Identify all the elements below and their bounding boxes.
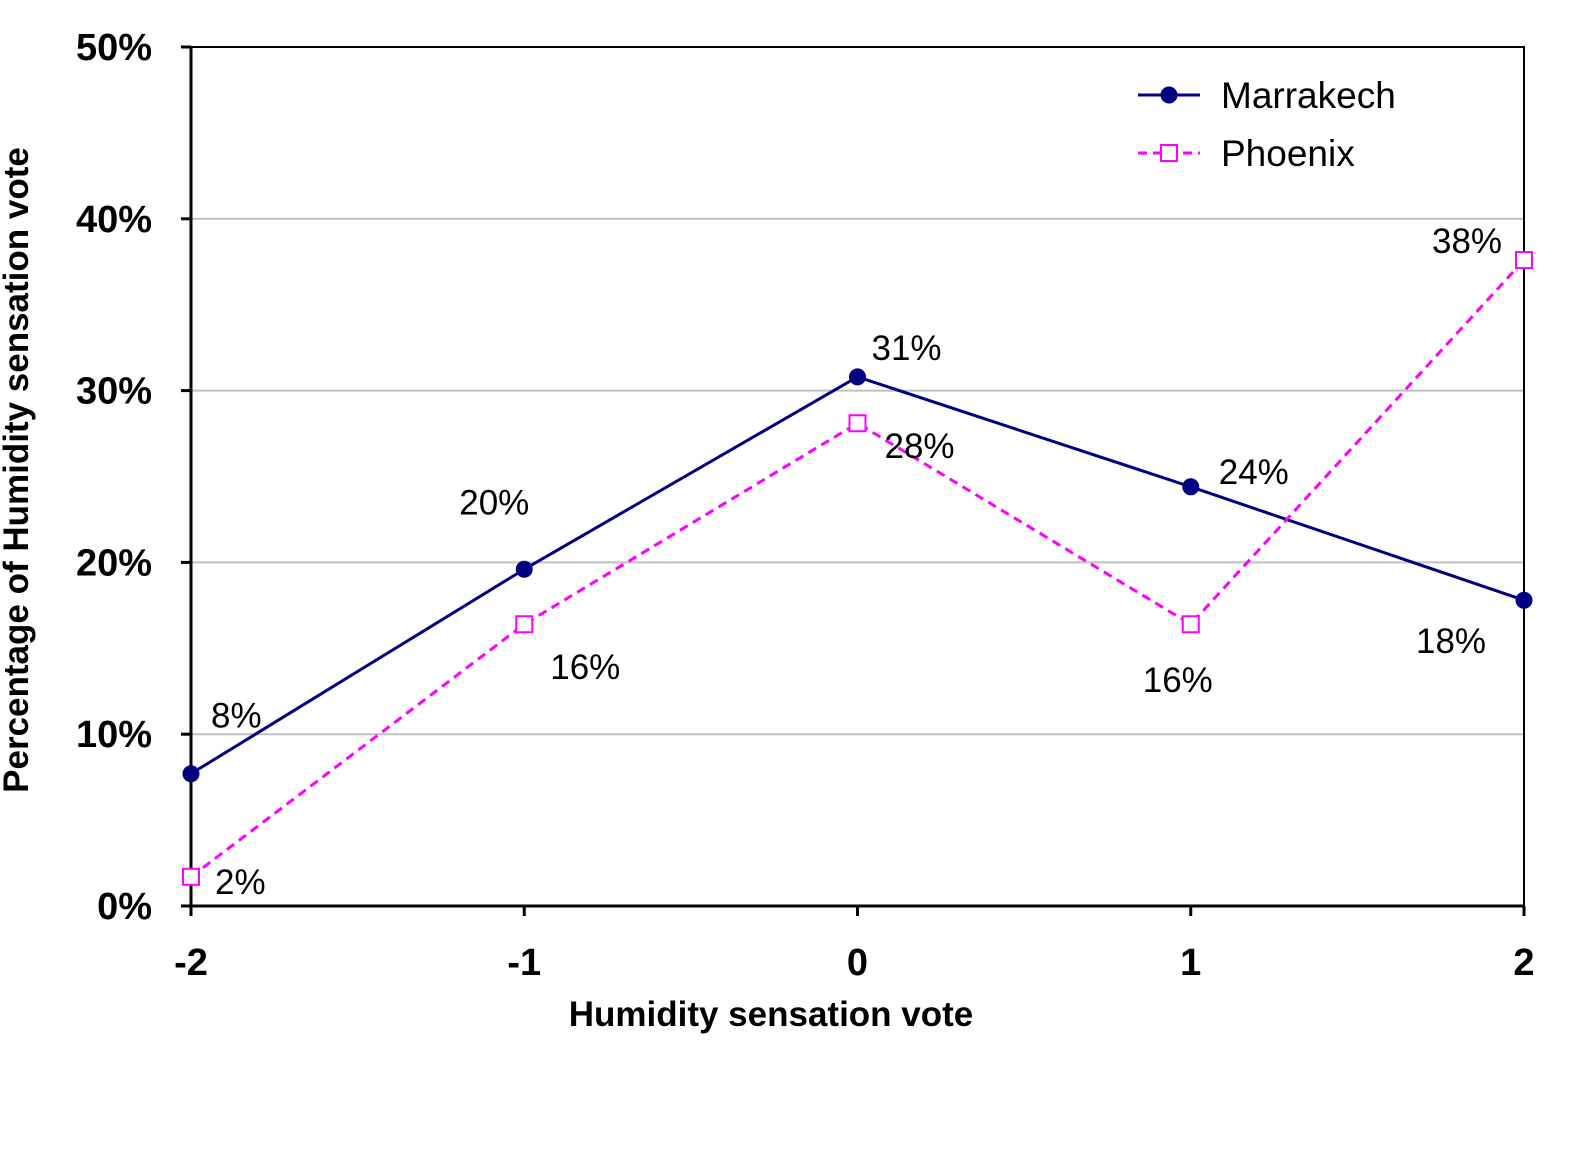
legend-label: Phoenix <box>1221 133 1355 174</box>
data-label: 2% <box>215 863 266 902</box>
legend-label: Marrakech <box>1221 75 1396 116</box>
data-point <box>1181 615 1200 634</box>
series-phoenix <box>182 251 1533 886</box>
data-labels: 8% 20% 31% 24% 18% 2% 16% 28% 16% 38% <box>211 222 1502 902</box>
data-label: 20% <box>459 483 529 522</box>
x-tick-label: -2 <box>174 942 208 984</box>
data-point <box>1160 144 1178 162</box>
series-line <box>190 375 1525 775</box>
y-tick-label: 0% <box>97 886 152 928</box>
series-line <box>190 259 1526 878</box>
data-point <box>1160 86 1178 104</box>
data-label: 16% <box>1143 661 1213 700</box>
data-label: 8% <box>211 697 262 736</box>
data-point <box>515 560 533 578</box>
data-label: 16% <box>550 648 620 687</box>
data-point <box>1515 251 1533 270</box>
data-point <box>182 867 200 886</box>
data-label: 18% <box>1416 622 1486 661</box>
series-lines <box>182 251 1533 886</box>
legend: Marrakech Phoenix <box>1138 75 1396 174</box>
y-tick-label: 10% <box>76 714 152 756</box>
y-tick-label: 50% <box>76 27 152 69</box>
gridlines <box>191 217 1524 736</box>
y-axis-ticks: 0% 10% 20% 30% 40% 50% <box>76 27 191 928</box>
data-label: 31% <box>872 329 942 368</box>
x-axis-title: Humidity sensation vote <box>569 995 974 1034</box>
data-point <box>1515 591 1533 609</box>
x-tick-label: 2 <box>1513 942 1534 984</box>
data-label: 28% <box>885 427 955 466</box>
data-point <box>1182 478 1200 496</box>
data-label: 38% <box>1432 222 1502 261</box>
x-tick-label: -1 <box>507 942 541 984</box>
y-tick-label: 40% <box>76 199 152 241</box>
legend-item: Marrakech <box>1138 75 1396 116</box>
x-tick-label: 0 <box>847 942 868 984</box>
data-label: 24% <box>1219 453 1289 492</box>
data-point <box>515 615 534 634</box>
data-point <box>849 368 866 386</box>
y-tick-label: 20% <box>76 542 152 584</box>
data-point <box>182 765 200 783</box>
y-tick-label: 30% <box>76 371 152 413</box>
series-marrakech <box>182 368 1533 783</box>
y-axis-title: Percentage of Humidity sensation vote <box>0 147 36 793</box>
data-point <box>848 414 867 433</box>
x-tick-label: 1 <box>1180 942 1201 984</box>
legend-item: Phoenix <box>1138 133 1355 174</box>
x-axis-ticks: -2 -1 0 1 2 <box>174 906 1535 984</box>
